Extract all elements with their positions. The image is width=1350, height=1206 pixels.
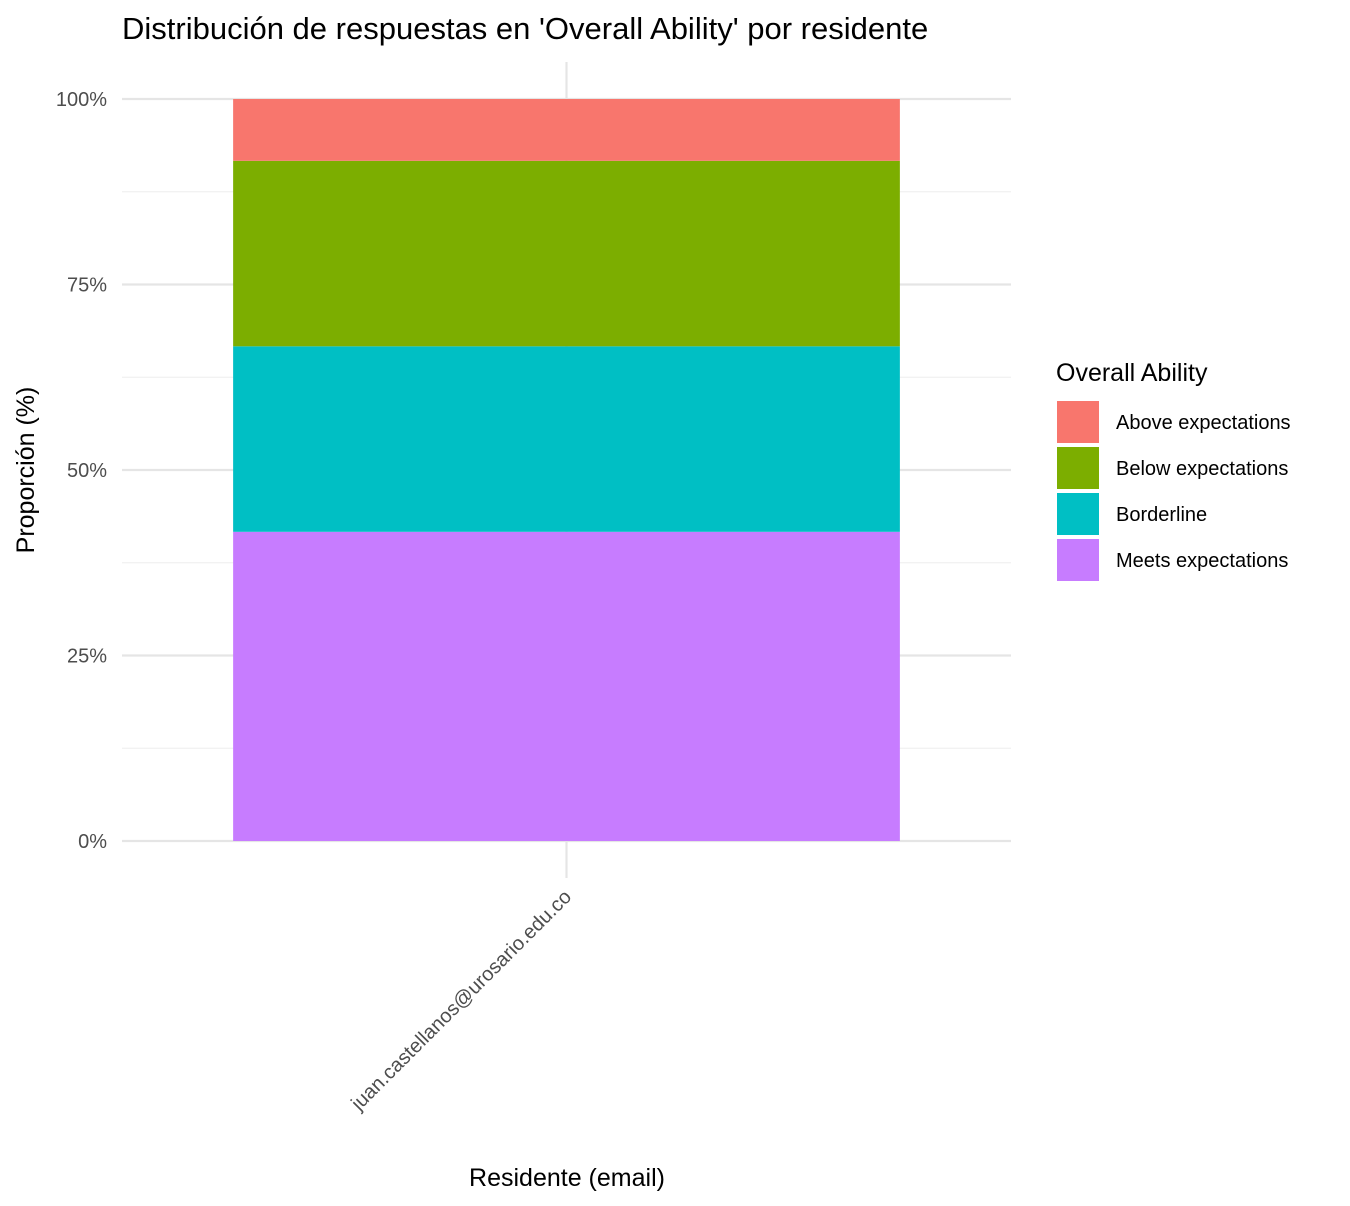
y-axis-tick-labels: 0% 25% 50% 75% 100% [56, 89, 107, 853]
x-axis-tick-labels: juan.castellanos@urosario.edu.co [347, 886, 577, 1116]
legend-key-above-expectations [1057, 401, 1099, 443]
x-tick-label: juan.castellanos@urosario.edu.co [347, 886, 577, 1116]
legend-label: Above expectations [1116, 412, 1291, 434]
legend-items: Above expectations Below expectations Bord… [1057, 401, 1291, 581]
legend-key-borderline [1057, 493, 1099, 535]
bar-segment-borderline [233, 346, 900, 532]
bar-segment-above-expectations [233, 99, 900, 161]
x-axis-title: Residente (email) [469, 1164, 665, 1192]
legend-key-meets-expectations [1057, 539, 1099, 581]
y-tick-label: 0% [78, 831, 107, 853]
y-tick-label: 100% [56, 89, 107, 111]
legend-label: Below expectations [1116, 458, 1288, 480]
bar-segment-below-expectations [233, 160, 900, 347]
legend: Overall Ability Above expectations Below … [1056, 359, 1291, 581]
legend-title: Overall Ability [1056, 359, 1208, 387]
bar-segments [233, 99, 900, 841]
legend-key-below-expectations [1057, 447, 1099, 489]
legend-label: Meets expectations [1116, 550, 1288, 572]
plot-panel [122, 62, 1011, 878]
y-tick-label: 25% [67, 646, 107, 668]
y-tick-label: 50% [67, 460, 107, 482]
y-axis-title: Proporción (%) [12, 387, 40, 554]
legend-label: Borderline [1116, 504, 1207, 526]
chart-title: Distribución de respuestas en 'Overall A… [122, 11, 928, 46]
y-tick-label: 75% [67, 275, 107, 297]
bar-segment-meets-expectations [233, 531, 900, 841]
